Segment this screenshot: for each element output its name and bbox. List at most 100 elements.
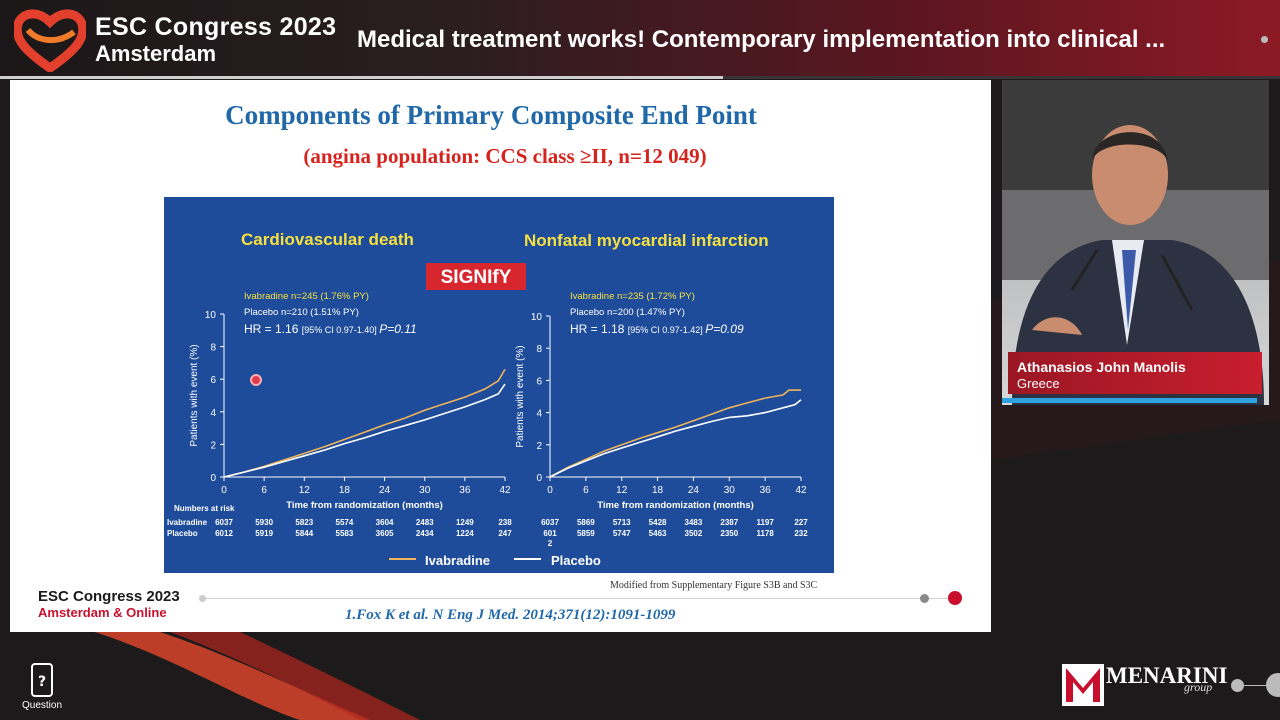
session-progress-bar[interactable]	[0, 76, 1280, 79]
slide-subtitle: (angina population: CCS class ≥II, n=12 …	[303, 144, 707, 168]
slide-footer-city: Amsterdam & Online	[38, 605, 167, 620]
chart-2-x-tick-label: 12	[616, 485, 628, 496]
slide-dot-grey	[920, 594, 929, 603]
chart-1-risk-value: 3605	[376, 529, 394, 538]
chart-2-y-tick-label: 4	[536, 409, 542, 420]
chart-1-risk-value: 3604	[376, 518, 394, 527]
chart-2-risk-value: 227	[794, 518, 808, 527]
chart-1-title: Cardiovascular death	[241, 230, 414, 249]
chart-2-risk-value: 601	[543, 529, 557, 538]
presentation-slide: Components of Primary Composite End Poin…	[10, 80, 991, 632]
chart-2-stat-hr: HR = 1.18 [95% CI 0.97-1.42] P=0.09	[570, 322, 744, 336]
phone-question-icon: ?	[31, 663, 53, 697]
chart-2-y-tick-label: 6	[536, 376, 542, 387]
chart-1-risk-value: 1249	[456, 518, 474, 527]
slide-title: Components of Primary Composite End Poin…	[225, 100, 757, 130]
bottom-nav-line	[1244, 685, 1266, 686]
bottom-nav-dot-large[interactable]	[1266, 673, 1280, 697]
chart-2-x-tick-label: 30	[724, 485, 736, 496]
chart-1-series-ivabradine-line	[223, 368, 506, 478]
chart-2-y-tick-label: 0	[536, 473, 542, 484]
chart-1-risk-value: 5574	[336, 518, 354, 527]
chart-1-x-tick-label: 12	[299, 485, 311, 496]
chart-1-risk-row-label: Ivabradine	[167, 518, 208, 527]
slide-reference: 1.Fox K et al. N Eng J Med. 2014;371(12)…	[345, 607, 676, 623]
chart-1-x-axis-label: Time from randomization (months)	[286, 500, 443, 511]
chart-1-x-tick-label: 0	[221, 485, 227, 496]
chart-1-risk-value: 1224	[456, 529, 474, 538]
chart-1-numbers-at-risk-label: Numbers at risk	[174, 504, 235, 513]
sponsor-name: MENARINI	[1106, 663, 1228, 688]
question-label: Question	[21, 700, 63, 711]
chart-2-x-tick-label: 42	[795, 485, 807, 496]
chart-1-stat-hr: HR = 1.16 [95% CI 0.97-1.40] P=0.11	[244, 322, 417, 336]
chart-1-y-axis-label: Patients with event (%)	[189, 344, 200, 446]
brand-title: ESC Congress 2023	[95, 13, 337, 41]
chart-2-title: Nonfatal myocardial infarction	[524, 231, 769, 250]
chart-2-risk-value: 1178	[756, 529, 774, 538]
chart-2-risk-value: 5747	[613, 529, 631, 538]
chart-2-x-axis-label: Time from randomization (months)	[597, 500, 754, 511]
chart-1-risk-value: 6037	[215, 518, 233, 527]
chart-2-risk-value: 5869	[577, 518, 595, 527]
slide-dot-left	[199, 595, 206, 602]
slide-dot-red	[948, 591, 962, 605]
chart-1-y-tick-label: 10	[205, 310, 217, 321]
chart-2-y-tick-label: 2	[536, 441, 542, 452]
chart-1-y-tick-label: 4	[210, 408, 216, 419]
chart-2-risk-value: 6037	[541, 518, 559, 527]
chart-2-y-tick-label: 8	[536, 344, 542, 355]
chart-2-risk-value: 3483	[685, 518, 703, 527]
question-button[interactable]: ? Question	[18, 662, 66, 714]
chart-1-risk-value: 5930	[255, 518, 273, 527]
chart-1-risk-value: 2434	[416, 529, 434, 538]
lower-third-accent-bar	[1002, 398, 1257, 403]
svg-text:?: ?	[38, 674, 46, 690]
chart-2-risk-value: 2	[548, 539, 553, 548]
chart-1-series-placebo-line	[223, 383, 506, 478]
chart-1-risk-value: 238	[498, 518, 512, 527]
chart-1-risk-value: 2483	[416, 518, 434, 527]
chart-2-risk-value: 232	[794, 529, 808, 538]
chart-1-risk-row-label: Placebo	[167, 529, 198, 538]
slide-footer-congress: ESC Congress 2023	[38, 588, 180, 605]
chart-1-y-tick-label: 8	[210, 343, 216, 354]
chart-2-stat-ivabradine: Ivabradine n=235 (1.72% PY)	[570, 291, 695, 302]
chart-1-stat-placebo: Placebo n=210 (1.51% PY)	[244, 307, 359, 318]
esc-heart-logo-icon	[14, 9, 86, 72]
session-title: Medical treatment works! Contemporary im…	[357, 26, 1166, 53]
chart-1-x-tick-label: 36	[459, 485, 471, 496]
chart-1-stat-ivabradine: Ivabradine n=245 (1.76% PY)	[244, 291, 369, 302]
sponsor-group: group	[1184, 680, 1213, 694]
chart-2-risk-value: 5713	[613, 518, 631, 527]
chart-2-risk-value: 1197	[756, 518, 774, 527]
chart-2-y-axis-label: Patients with event (%)	[515, 345, 526, 447]
chart-2-x-tick-label: 36	[760, 485, 772, 496]
brand-city: Amsterdam	[95, 41, 217, 66]
chart-2-x-tick-label: 24	[688, 485, 700, 496]
speaker-name: Athanasios John Manolis	[1017, 359, 1186, 375]
chart-2-x-tick-label: 18	[652, 485, 664, 496]
kaplan-meier-figure: Cardiovascular death Ivabradine n=245 (1.…	[164, 197, 834, 573]
chart-1-risk-value: 247	[498, 529, 512, 538]
top-dot-indicator	[1261, 36, 1268, 43]
chart-1-y-tick-label: 0	[210, 473, 216, 484]
speaker-country: Greece	[1017, 376, 1060, 391]
chart-2-series-placebo-line	[549, 399, 802, 478]
chart-2-risk-value: 2387	[720, 518, 738, 527]
signify-logo-text: SIGNIfY	[441, 267, 512, 288]
kaplan-meier-charts: Cardiovascular death Ivabradine n=245 (1.…	[167, 230, 808, 568]
chart-2-x-tick-label: 6	[583, 485, 589, 496]
bottom-nav-dot[interactable]	[1231, 679, 1244, 692]
chart-1-risk-value: 5823	[295, 518, 313, 527]
chart-1-risk-value: 5919	[255, 529, 273, 538]
chart-1-x-tick-label: 24	[379, 485, 391, 496]
chart-1-x-tick-label: 6	[261, 485, 267, 496]
top-bar: ESC Congress 2023 Amsterdam Medical trea…	[0, 0, 1280, 79]
chart-1-risk-value: 6012	[215, 529, 233, 538]
chart-2-risk-value: 2350	[720, 529, 738, 538]
chart-1-y-tick-label: 2	[210, 440, 216, 451]
chart-1-x-tick-label: 30	[419, 485, 431, 496]
chart-2-x-tick-label: 0	[547, 485, 553, 496]
chart-2-y-tick-label: 10	[531, 312, 543, 323]
